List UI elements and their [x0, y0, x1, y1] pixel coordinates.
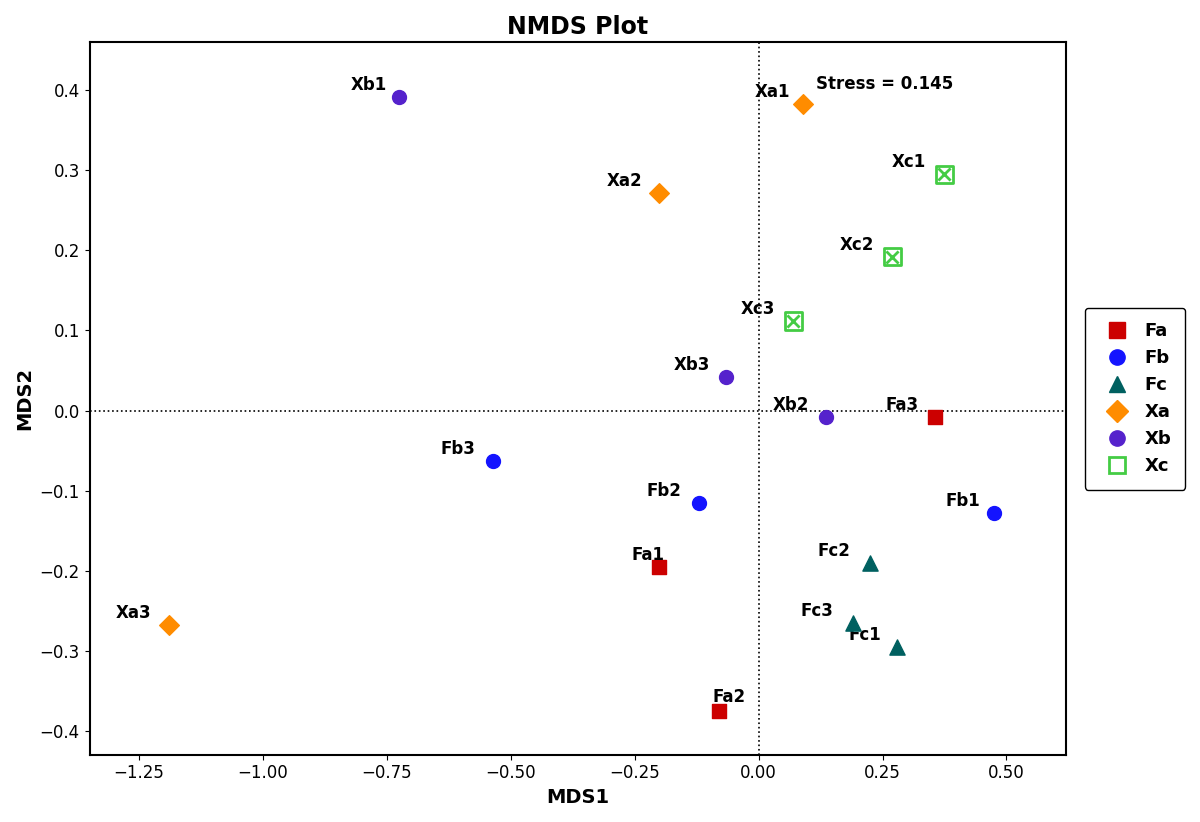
- Point: [984, 506, 1003, 520]
- Point: [784, 314, 803, 327]
- Text: Xa3: Xa3: [116, 604, 151, 622]
- Point: [650, 187, 670, 200]
- Text: Xc1: Xc1: [892, 154, 926, 172]
- Text: Stress = 0.145: Stress = 0.145: [816, 75, 953, 93]
- Point: [883, 250, 902, 263]
- Point: [716, 371, 736, 384]
- Point: [784, 314, 803, 327]
- Y-axis label: MDS2: MDS2: [14, 367, 34, 430]
- Point: [935, 168, 954, 181]
- Text: Xc3: Xc3: [740, 300, 775, 318]
- Text: Fb3: Fb3: [440, 440, 475, 458]
- Text: Fc2: Fc2: [817, 542, 851, 560]
- Point: [709, 704, 728, 718]
- Point: [816, 410, 835, 423]
- Point: [390, 90, 409, 104]
- Text: Fb2: Fb2: [647, 482, 682, 500]
- Title: NMDS Plot: NMDS Plot: [508, 15, 648, 39]
- Point: [160, 618, 179, 631]
- Text: Fa3: Fa3: [886, 396, 919, 414]
- Point: [484, 455, 503, 468]
- Text: Fb1: Fb1: [946, 492, 980, 510]
- Point: [935, 168, 954, 181]
- Point: [793, 97, 812, 110]
- Text: Xb2: Xb2: [773, 396, 809, 414]
- Text: Xc2: Xc2: [840, 236, 874, 254]
- Point: [888, 640, 907, 653]
- Legend: Fa, Fb, Fc, Xa, Xb, Xc: Fa, Fb, Fc, Xa, Xb, Xc: [1085, 307, 1186, 490]
- Text: Fc3: Fc3: [800, 602, 833, 620]
- X-axis label: MDS1: MDS1: [546, 788, 610, 807]
- Text: Xb3: Xb3: [673, 356, 710, 374]
- Text: Xa1: Xa1: [755, 83, 790, 101]
- Point: [650, 560, 670, 573]
- Text: Fa2: Fa2: [712, 688, 745, 706]
- Text: Fc1: Fc1: [848, 626, 882, 644]
- Point: [925, 410, 944, 423]
- Text: Xa2: Xa2: [607, 172, 642, 190]
- Point: [883, 250, 902, 263]
- Point: [690, 496, 709, 509]
- Point: [844, 616, 863, 629]
- Text: Xb1: Xb1: [350, 76, 386, 94]
- Text: Fa1: Fa1: [631, 546, 665, 564]
- Point: [860, 556, 880, 569]
